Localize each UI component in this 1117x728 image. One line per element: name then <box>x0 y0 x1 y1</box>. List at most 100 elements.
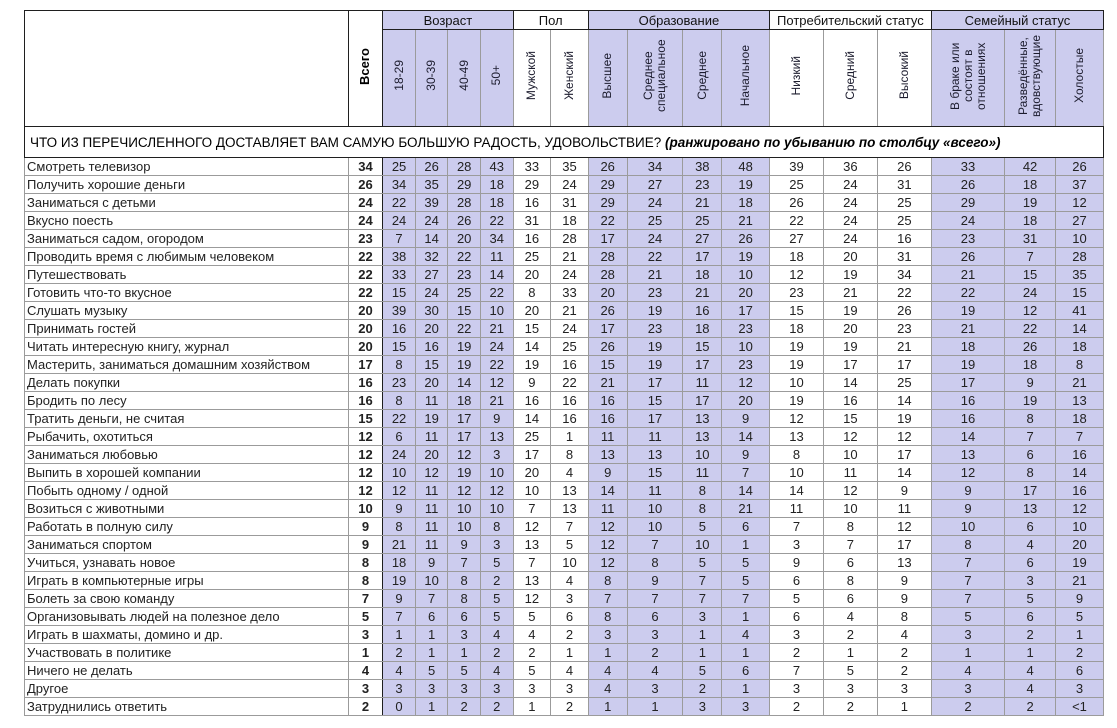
value-cell: 26 <box>447 211 481 230</box>
value-cell: 2 <box>876 643 932 662</box>
value-cell: 17 <box>447 409 481 428</box>
value-cell: 23 <box>626 283 684 302</box>
value-cell: 14 <box>512 409 552 428</box>
value-cell: 16 <box>550 355 589 374</box>
value-cell: 12 <box>587 553 628 572</box>
value-cell: 4 <box>1004 679 1056 698</box>
value-cell: 26 <box>876 301 932 320</box>
value-cell: 20 <box>721 391 770 410</box>
value-cell: 5 <box>721 553 770 572</box>
value-cell: 13 <box>550 499 589 518</box>
value-cell: 25 <box>382 157 416 176</box>
row-label: Работать в полную силу <box>24 517 349 536</box>
value-cell: 4 <box>550 661 589 680</box>
value-cell: 34 <box>876 265 932 284</box>
value-cell: 3 <box>587 625 628 644</box>
value-cell: 19 <box>626 355 684 374</box>
value-cell: 18 <box>769 247 824 266</box>
column-header-married: В браке или состоят в отношениях <box>930 29 1006 127</box>
total-value-cell: 5 <box>347 607 384 626</box>
value-cell: 12 <box>930 463 1006 482</box>
value-cell: 26 <box>414 157 449 176</box>
value-cell: 3 <box>447 679 481 698</box>
value-cell: 12 <box>479 373 514 392</box>
value-cell: 3 <box>512 679 552 698</box>
value-cell: 24 <box>414 211 449 230</box>
table-row: Читать интересную книгу, журнал 20 15 16 19 2… <box>24 337 1104 356</box>
value-cell: 20 <box>822 319 878 338</box>
value-cell: 18 <box>550 211 589 230</box>
row-label: Играть в компьютерные игры <box>24 571 349 590</box>
value-cell: 16 <box>414 337 449 356</box>
value-cell: 19 <box>769 337 824 356</box>
value-cell: 24 <box>382 445 416 464</box>
value-cell: 21 <box>876 337 932 356</box>
value-cell: 25 <box>876 373 932 392</box>
value-cell: 24 <box>626 193 684 212</box>
value-cell: 29 <box>447 175 481 194</box>
value-cell: 27 <box>414 265 449 284</box>
value-cell: 2 <box>479 571 514 590</box>
value-cell: 17 <box>626 409 684 428</box>
value-cell: 2 <box>769 643 824 662</box>
value-cell: 2 <box>1004 697 1056 716</box>
value-cell: 7 <box>626 535 684 554</box>
value-cell: 18 <box>1004 175 1056 194</box>
value-cell: 16 <box>512 229 552 248</box>
total-value-cell: 17 <box>347 355 384 374</box>
value-cell: 15 <box>382 283 416 302</box>
value-cell: 12 <box>587 517 628 536</box>
value-cell: 19 <box>822 337 878 356</box>
value-cell: 5 <box>1004 589 1056 608</box>
value-cell: 5 <box>512 607 552 626</box>
row-label: Читать интересную книгу, журнал <box>24 337 349 356</box>
value-cell: 13 <box>479 427 514 446</box>
value-cell: 17 <box>876 445 932 464</box>
value-cell: 10 <box>447 499 481 518</box>
total-value-cell: 22 <box>347 265 384 284</box>
value-cell: 2 <box>769 697 824 716</box>
value-cell: 30 <box>414 301 449 320</box>
row-label: Учиться, узнавать новое <box>24 553 349 572</box>
value-cell: 12 <box>382 481 416 500</box>
value-cell: 23 <box>721 355 770 374</box>
value-cell: 4 <box>382 661 416 680</box>
value-cell: 19 <box>822 265 878 284</box>
value-cell: 5 <box>930 607 1006 626</box>
value-cell: 3 <box>822 679 878 698</box>
value-cell: 3 <box>769 625 824 644</box>
value-cell: 1 <box>512 697 552 716</box>
value-cell: 16 <box>512 391 552 410</box>
total-value-cell: 34 <box>347 157 384 176</box>
value-cell: 9 <box>769 553 824 572</box>
value-cell: 2 <box>682 679 723 698</box>
value-cell: 11 <box>414 499 449 518</box>
total-value-cell: 9 <box>347 517 384 536</box>
value-cell: 5 <box>721 571 770 590</box>
value-cell: 14 <box>876 463 932 482</box>
row-label: Бродить по лесу <box>24 391 349 410</box>
value-cell: 3 <box>550 589 589 608</box>
total-value-cell: 8 <box>347 571 384 590</box>
value-cell: 21 <box>479 391 514 410</box>
value-cell: 11 <box>626 481 684 500</box>
value-cell: 14 <box>822 373 878 392</box>
value-cell: 10 <box>721 337 770 356</box>
value-cell: 26 <box>587 157 628 176</box>
value-cell: 31 <box>876 247 932 266</box>
value-cell: 6 <box>382 427 416 446</box>
value-cell: 21 <box>550 301 589 320</box>
value-cell: 15 <box>414 355 449 374</box>
value-cell: 25 <box>876 211 932 230</box>
value-cell: 9 <box>587 463 628 482</box>
value-cell: 8 <box>512 283 552 302</box>
value-cell: 19 <box>626 337 684 356</box>
value-cell: 10 <box>414 571 449 590</box>
value-cell: 15 <box>626 463 684 482</box>
value-cell: 18 <box>930 337 1006 356</box>
value-cell: 26 <box>587 301 628 320</box>
value-cell: 9 <box>721 409 770 428</box>
value-cell: 12 <box>512 517 552 536</box>
title-cell: ЧТО ИЗ ПЕРЕЧИСЛЕННОГО ДОСТАВЛЯЕТ ВАМ САМ… <box>24 126 1104 158</box>
